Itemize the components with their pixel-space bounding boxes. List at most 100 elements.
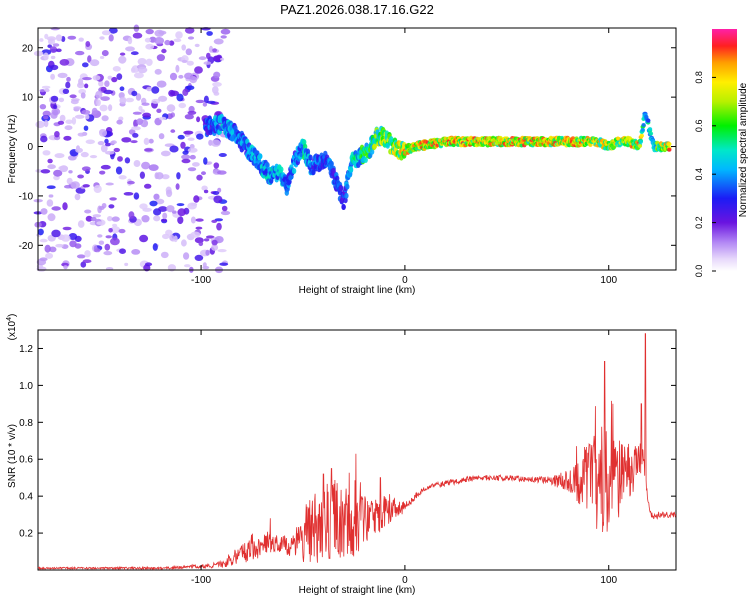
snr-y-tick-label: 1.0 (19, 381, 33, 392)
spectrogram-noise-blob (140, 109, 145, 113)
spectrogram-noise-blob (44, 33, 49, 40)
spectrogram-noise-blob (110, 226, 121, 234)
spectrogram-noise-blob (80, 92, 86, 99)
spectrogram-noise-blob (132, 133, 139, 138)
spectrogram-noise-blob (137, 66, 148, 74)
spectrogram-noise-blob (40, 208, 48, 215)
spectrogram-noise-blob (158, 30, 167, 35)
spectrogram-noise-blob (154, 172, 159, 180)
snr-y-tick-label: 0.2 (19, 529, 33, 540)
spectrogram-noise-blob (125, 46, 135, 52)
spectrogram-noise-blob (111, 76, 118, 83)
spectrogram-noise-blob (53, 169, 63, 177)
spectrogram-noise-blob (80, 261, 87, 268)
spectrogram-y-tick-label: 20 (22, 43, 34, 54)
spectrogram-noise-blob (145, 28, 154, 35)
colorbar-label: Normalized spectral amplitude (738, 82, 749, 217)
spectrogram-ridge-cell (344, 192, 349, 199)
spectrogram-noise-blob (213, 91, 220, 96)
spectrogram-ridge-cell (372, 143, 377, 150)
spectrogram-noise-blob (175, 64, 180, 73)
spectrogram-noise-blob (99, 36, 105, 40)
spectrogram-noise-blob (57, 72, 68, 79)
spectrogram-noise-blob (70, 181, 81, 189)
spectrogram-noise-blob (113, 147, 121, 153)
spectrogram-noise-blob (119, 52, 126, 56)
spectrogram-noise-blob (44, 120, 49, 128)
spectrogram-noise-blob (105, 182, 114, 186)
spectrogram-noise-blob (70, 99, 79, 105)
spectrogram-noise-blob (201, 185, 208, 191)
spectrogram-noise-blob (69, 94, 77, 99)
spectrogram-ridge-cell (363, 157, 368, 163)
spectrogram-noise-blob (112, 223, 118, 227)
spectrogram-noise-blob (37, 228, 44, 236)
spectrogram-noise-blob (184, 114, 194, 120)
spectrogram-noise-blob (189, 154, 196, 160)
spectrogram-ridge-cell (612, 145, 617, 149)
spectrogram-noise-blob (185, 48, 192, 56)
spectrogram-noise-blob (116, 73, 123, 80)
spectrogram-noise-blob (173, 38, 182, 43)
spectrogram-noise-blob (216, 222, 222, 231)
spectrogram-noise-blob (158, 133, 165, 140)
spectrogram-noise-blob (68, 170, 73, 174)
spectrogram-noise-blob (180, 141, 186, 149)
spectrogram-noise-blob (46, 199, 54, 207)
spectrogram-noise-blob (151, 86, 160, 94)
spectrogram-noise-blob (143, 137, 150, 145)
spectrogram-noise-blob (124, 262, 129, 267)
spectrogram-noise-blob (47, 158, 53, 164)
spectrogram-noise-blob (176, 172, 181, 180)
spectrogram-noise-blob (100, 144, 108, 153)
snr-scale-label: (x104) (6, 314, 18, 341)
snr-y-tick-label: 0.4 (19, 492, 33, 503)
spectrogram-noise-blob (169, 72, 178, 81)
spectrogram-noise-blob (45, 252, 54, 259)
spectrogram-noise-blob (55, 243, 64, 248)
spectrogram-noise-blob (206, 100, 216, 104)
spectrogram-ridge-cell (279, 166, 284, 173)
spectrogram-noise-blob (132, 111, 142, 115)
spectrogram-noise-blob (156, 54, 165, 62)
spectrogram-noise-blob (97, 234, 103, 238)
spectrogram-noise-blob (195, 99, 205, 104)
spectrogram-y-ticks: -20 -10 0 10 20 (19, 43, 676, 252)
spectrogram-noise-blob (148, 164, 159, 172)
spectrogram-noise-blob (166, 104, 176, 112)
spectrogram-noise-blob (206, 52, 211, 60)
spectrogram-noise-blob (213, 71, 221, 79)
spectrogram-noise-blob (153, 193, 160, 200)
spectrogram-noise-blob (116, 119, 123, 125)
colorbar-gradient (712, 29, 737, 271)
snr-frame (37, 329, 677, 571)
spectrogram-ridge-cell (329, 160, 334, 167)
spectrogram-x-label: Height of straight line (km) (299, 285, 416, 296)
spectrogram-noise-blob (84, 83, 89, 89)
spectrogram-noise-blob (83, 125, 89, 131)
spectrogram-ridge-cell (291, 168, 297, 174)
spectrogram-ridge-cell (345, 183, 350, 190)
spectrogram-noise-blob (33, 50, 44, 57)
spectrogram-noise-blob (40, 135, 48, 143)
spectrogram-noise-blob (118, 228, 126, 234)
spectrogram-y-tick-label: -20 (19, 241, 34, 252)
spectrogram-noise-blob (35, 120, 45, 129)
spectrogram-noise-blob (187, 147, 198, 153)
spectrogram-noise-blob (154, 117, 162, 126)
spectrogram-noise-blob (213, 162, 220, 169)
spectrogram-noise-blob (164, 39, 171, 46)
spectrogram-noise-blob (96, 221, 104, 226)
spectrogram-noise-blob (219, 262, 229, 266)
spectrogram-noise-blob (196, 133, 204, 140)
spectrogram-noise-blob (58, 165, 68, 171)
spectrogram-noise-blob (217, 170, 227, 175)
spectrogram-noise-blob (105, 142, 111, 147)
snr-x-tick-label: 0 (402, 575, 408, 586)
spectrogram-noise-blob (220, 28, 231, 35)
spectrogram-noise-blob (161, 174, 170, 180)
spectrogram-noise-blob (107, 216, 113, 222)
snr-y-tick-label: 0.8 (19, 418, 33, 429)
spectrogram-noise-blob (87, 55, 92, 63)
